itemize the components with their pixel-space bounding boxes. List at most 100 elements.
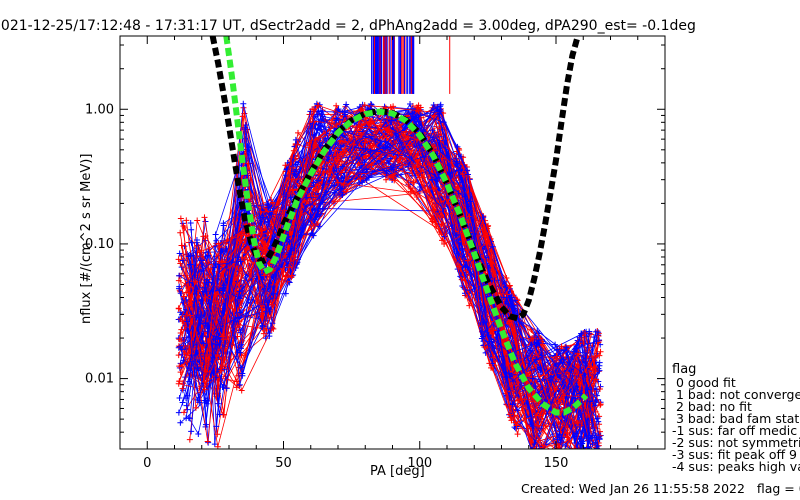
observation-marker <box>203 368 210 375</box>
observation-marker <box>590 456 596 462</box>
observation-marker <box>240 100 247 107</box>
observation-marker <box>578 330 585 337</box>
legend-entry: -3 sus: fit peak off 9 <box>672 447 797 462</box>
observation-marker <box>192 278 199 285</box>
observation-marker <box>183 289 190 296</box>
observation-marker <box>306 193 313 200</box>
observation-marker <box>572 452 578 458</box>
observation-line <box>188 104 599 415</box>
x-axis-label: PA [deg] <box>370 464 425 479</box>
observation-marker <box>188 428 195 435</box>
observation-marker <box>176 363 183 370</box>
observation-marker <box>584 456 590 462</box>
observation-marker <box>577 456 583 462</box>
observation-marker <box>573 342 580 349</box>
observation-marker <box>592 368 599 375</box>
observation-marker <box>579 455 585 461</box>
observation-marker <box>558 434 565 441</box>
observation-marker <box>281 253 288 260</box>
observation-marker <box>557 396 564 403</box>
observation-marker <box>177 229 184 236</box>
observation-marker <box>530 456 536 462</box>
observation-marker <box>481 344 488 351</box>
observation-marker <box>188 239 195 246</box>
y-tick-label: 1.00 <box>85 102 114 117</box>
observation-marker <box>339 192 346 199</box>
observation-marker <box>186 312 193 319</box>
observation-marker <box>219 333 226 340</box>
observation-marker <box>579 453 585 459</box>
observation-marker <box>201 386 208 393</box>
observation-marker <box>233 378 240 385</box>
observation-marker <box>415 118 422 125</box>
observation-marker <box>178 326 185 333</box>
legend: flag 0 good fit 1 bad: not converge 2 ba… <box>672 362 800 474</box>
observation-marker <box>534 450 540 456</box>
observation-marker <box>237 309 244 316</box>
observation-marker <box>183 217 190 224</box>
observation-marker <box>181 224 188 231</box>
observation-marker <box>257 208 264 215</box>
observation-marker <box>590 447 592 449</box>
y-axis-label: nflux [#/(cm^2 s sr MeV)] <box>79 154 94 324</box>
observation-lines <box>175 100 604 462</box>
observation-marker <box>530 447 532 449</box>
observation-marker <box>575 456 581 462</box>
observation-marker <box>311 132 318 139</box>
observation-marker <box>367 148 374 155</box>
observation-marker <box>530 454 536 460</box>
x-tick-label: 150 <box>544 456 569 471</box>
observation-marker <box>435 175 442 182</box>
observation-marker <box>480 333 487 340</box>
observation-line <box>190 120 592 449</box>
observation-marker <box>235 314 242 321</box>
observation-marker <box>576 454 582 460</box>
observation-marker <box>585 330 592 337</box>
observation-marker <box>532 382 539 389</box>
observation-marker <box>236 281 243 288</box>
observation-marker <box>514 397 521 404</box>
observation-marker <box>193 237 200 244</box>
observation-marker <box>259 214 266 221</box>
observation-marker <box>269 301 276 308</box>
observation-marker <box>533 356 540 363</box>
observation-marker <box>238 352 245 359</box>
observation-marker <box>536 454 542 460</box>
observation-marker <box>212 336 219 343</box>
observation-marker <box>589 452 595 458</box>
observation-marker <box>534 340 541 347</box>
observation-marker <box>596 433 603 440</box>
observation-line <box>183 108 596 449</box>
observation-marker <box>214 431 221 438</box>
observation-marker <box>309 229 316 236</box>
observation-marker <box>367 142 374 149</box>
observation-marker <box>509 401 516 408</box>
observation-marker <box>220 220 227 227</box>
observation-marker <box>238 387 245 394</box>
observation-marker <box>597 401 604 408</box>
observation-marker <box>259 305 266 312</box>
observation-line <box>185 104 590 436</box>
observation-marker <box>244 172 251 179</box>
observation-marker <box>178 338 185 345</box>
observation-marker <box>211 441 218 448</box>
observation-marker <box>589 452 595 458</box>
observation-marker <box>563 344 570 351</box>
observation-marker <box>593 386 600 393</box>
observation-marker <box>368 101 375 108</box>
observation-marker <box>593 450 599 456</box>
observation-marker <box>266 308 273 315</box>
observation-marker <box>202 232 209 239</box>
top-spike-markers <box>371 36 451 94</box>
observation-marker <box>459 238 466 245</box>
observation-marker <box>198 257 205 264</box>
observation-marker <box>576 452 582 458</box>
observation-marker <box>288 247 295 254</box>
observation-marker <box>554 371 561 378</box>
observation-marker <box>195 431 202 438</box>
observation-marker <box>429 176 436 183</box>
observation-marker <box>514 413 521 420</box>
observation-marker <box>237 329 244 336</box>
observation-marker <box>237 298 244 305</box>
